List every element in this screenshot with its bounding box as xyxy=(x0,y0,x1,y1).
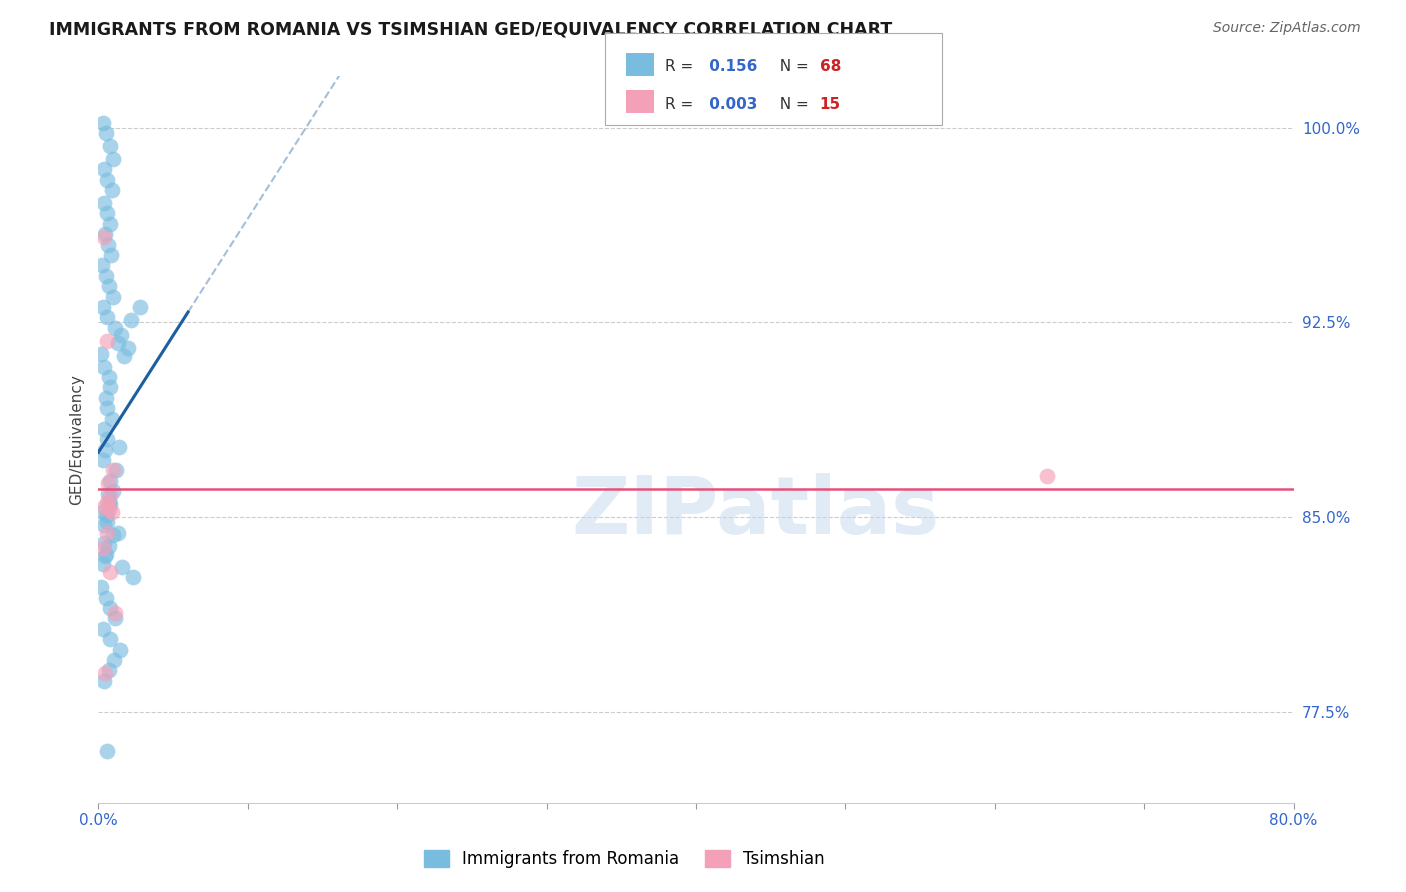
Point xyxy=(96,494,118,508)
Point xyxy=(91,300,114,314)
Point xyxy=(96,172,118,186)
Point xyxy=(90,346,112,360)
Point xyxy=(94,268,117,283)
Text: Source: ZipAtlas.com: Source: ZipAtlas.com xyxy=(1213,21,1361,35)
Point xyxy=(91,453,114,467)
Point xyxy=(98,565,121,579)
Text: R =: R = xyxy=(665,60,699,74)
Text: N =: N = xyxy=(770,97,814,112)
Point xyxy=(97,370,120,384)
Point xyxy=(98,380,122,394)
Point xyxy=(98,139,122,153)
Point xyxy=(103,152,125,166)
Point xyxy=(103,463,125,477)
Point xyxy=(94,549,117,563)
Point xyxy=(98,497,122,511)
Point xyxy=(105,463,128,477)
Point xyxy=(97,476,120,491)
Point xyxy=(91,557,114,571)
Point xyxy=(96,525,118,540)
Point xyxy=(101,505,124,519)
Text: ZIPatlas: ZIPatlas xyxy=(572,473,939,551)
Legend: Immigrants from Romania, Tsimshian: Immigrants from Romania, Tsimshian xyxy=(418,843,831,874)
Point xyxy=(93,518,115,533)
Point xyxy=(104,611,127,625)
Point xyxy=(98,601,121,615)
Point xyxy=(93,196,115,211)
Point xyxy=(117,342,139,356)
Point xyxy=(97,279,120,293)
Point xyxy=(98,474,122,488)
Point xyxy=(110,328,132,343)
Point xyxy=(98,632,122,647)
Text: 15: 15 xyxy=(820,97,841,112)
Point xyxy=(100,248,122,262)
Point xyxy=(107,525,129,540)
Point xyxy=(108,440,131,454)
Point xyxy=(96,433,118,447)
Point xyxy=(94,227,117,242)
Point xyxy=(97,237,120,252)
Point xyxy=(91,622,114,636)
Point xyxy=(121,570,143,584)
Point xyxy=(97,487,120,501)
Point xyxy=(98,490,122,504)
Text: 0.003: 0.003 xyxy=(704,97,758,112)
Point xyxy=(97,539,120,553)
Point xyxy=(103,528,125,542)
Point xyxy=(94,126,117,140)
Point xyxy=(96,516,118,530)
Point xyxy=(101,289,124,303)
Text: 0.156: 0.156 xyxy=(704,60,758,74)
Point xyxy=(94,442,117,457)
Point xyxy=(101,183,124,197)
Point xyxy=(104,607,127,621)
Point xyxy=(97,494,120,508)
Point xyxy=(93,162,115,177)
Point xyxy=(90,580,112,594)
Point xyxy=(96,508,118,522)
Point xyxy=(111,559,134,574)
Text: N =: N = xyxy=(770,60,814,74)
Point xyxy=(98,217,121,231)
Point xyxy=(96,334,118,348)
Point xyxy=(94,665,117,680)
Point xyxy=(107,336,129,351)
Point xyxy=(93,536,115,550)
Point xyxy=(96,310,118,325)
Point xyxy=(93,229,115,244)
Point xyxy=(120,313,142,327)
Point xyxy=(94,391,117,405)
Point xyxy=(97,502,120,516)
Point xyxy=(96,206,118,220)
Point xyxy=(91,115,114,129)
Y-axis label: GED/Equivalency: GED/Equivalency xyxy=(69,374,84,505)
Point xyxy=(91,258,114,272)
Point xyxy=(112,349,135,363)
Text: R =: R = xyxy=(665,97,699,112)
Point xyxy=(93,422,115,436)
Point xyxy=(93,500,115,514)
Point xyxy=(1036,468,1059,483)
Point xyxy=(94,591,117,605)
Point xyxy=(91,541,114,556)
Point xyxy=(94,547,117,561)
Point xyxy=(97,664,120,678)
Point xyxy=(108,642,131,657)
Point xyxy=(96,401,118,416)
Point xyxy=(104,320,127,334)
Point xyxy=(101,411,124,425)
Text: IMMIGRANTS FROM ROMANIA VS TSIMSHIAN GED/EQUIVALENCY CORRELATION CHART: IMMIGRANTS FROM ROMANIA VS TSIMSHIAN GED… xyxy=(49,21,893,38)
Point xyxy=(96,744,118,758)
Point xyxy=(93,673,115,688)
Point xyxy=(103,484,125,499)
Point xyxy=(103,653,125,667)
Point xyxy=(91,505,114,519)
Point xyxy=(129,300,152,314)
Text: 68: 68 xyxy=(820,60,841,74)
Point xyxy=(93,359,115,374)
